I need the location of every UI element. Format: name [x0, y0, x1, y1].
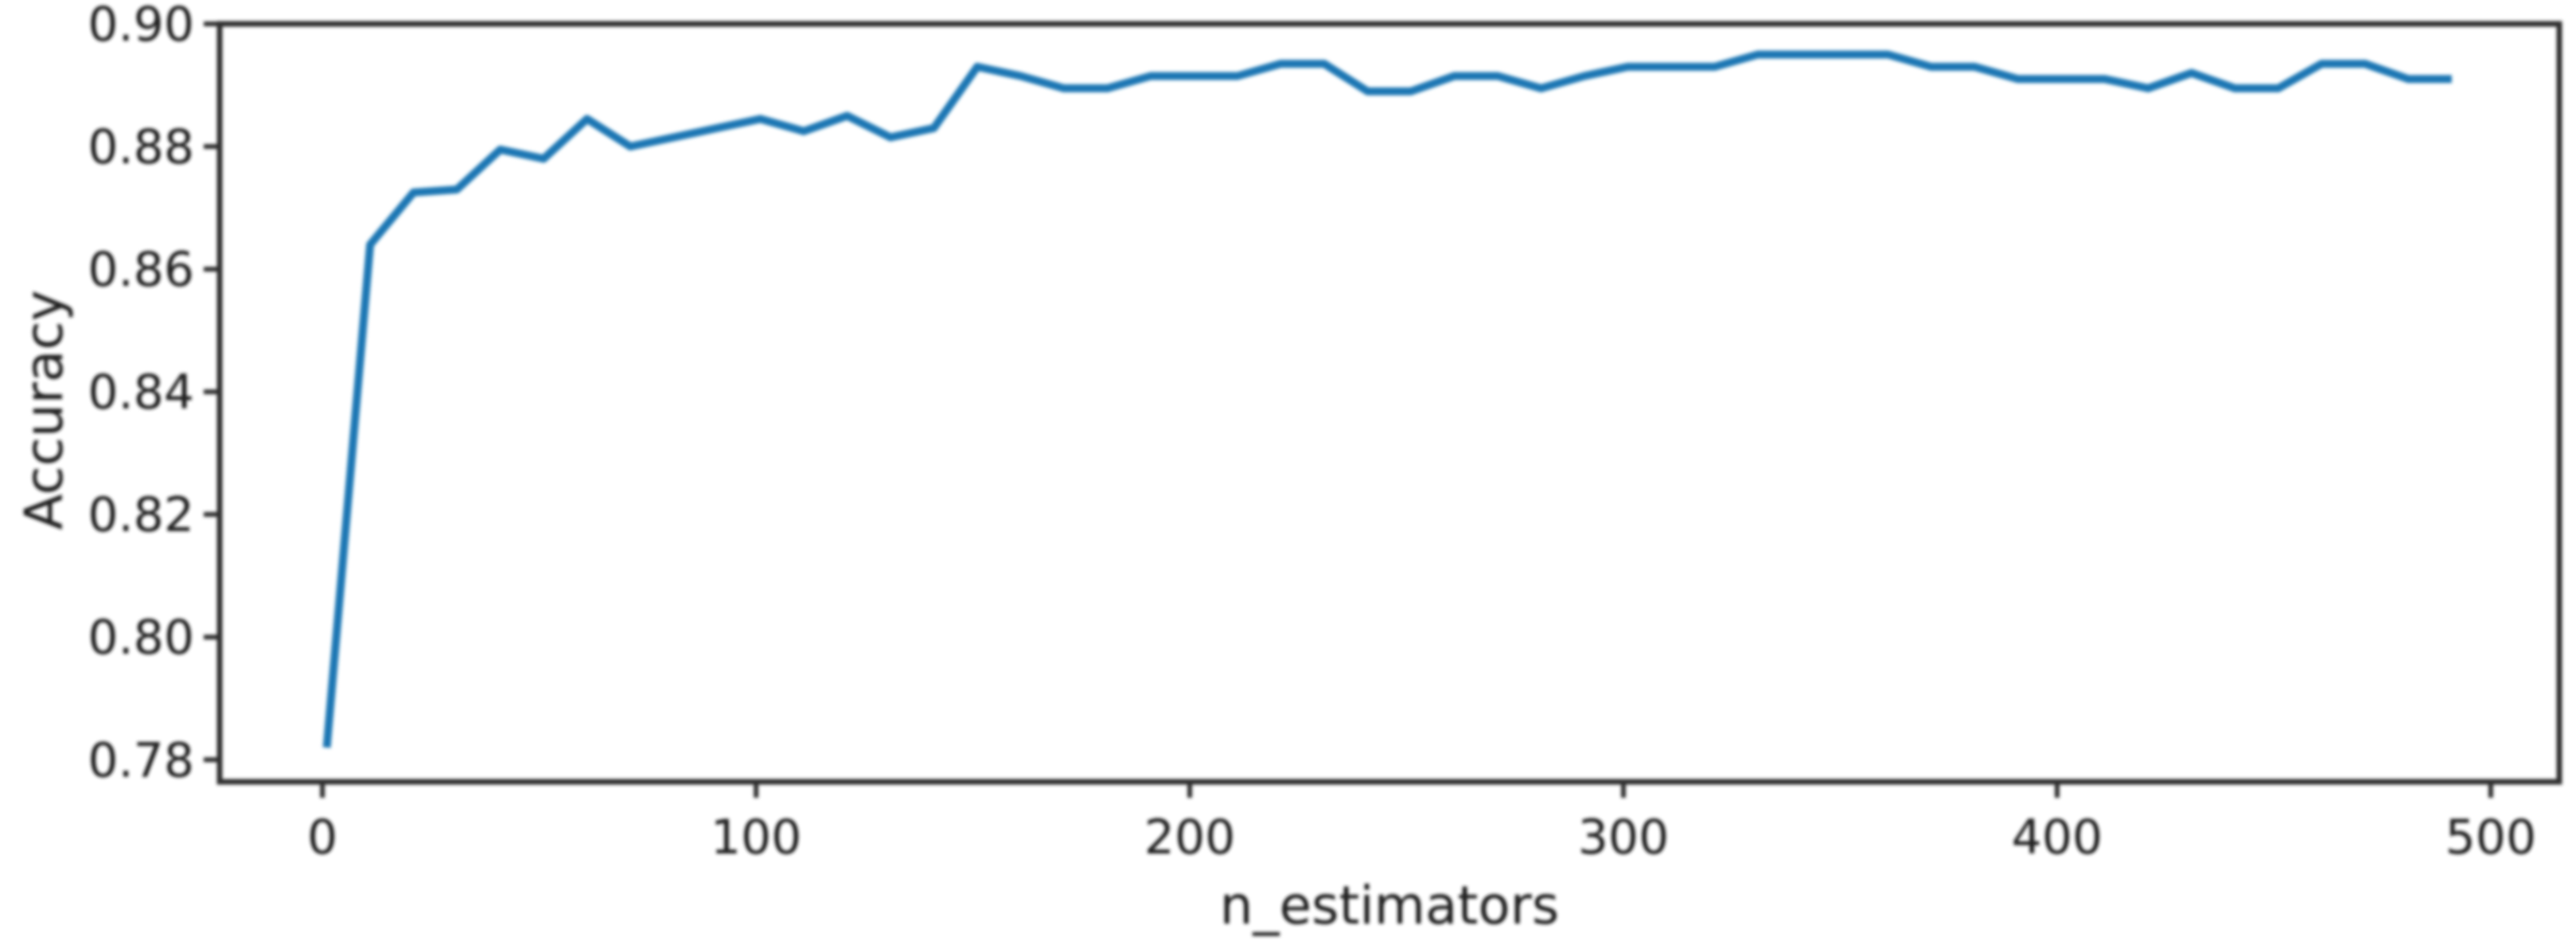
y-tick-label: 0.84	[88, 365, 194, 420]
y-tick-label: 0.82	[88, 487, 194, 543]
y-tick-label: 0.78	[88, 732, 194, 788]
y-tick-label: 0.88	[88, 119, 194, 175]
y-axis-label: Accuracy	[14, 290, 75, 529]
x-tick-label: 200	[1144, 810, 1236, 865]
x-tick-label: 300	[1578, 810, 1670, 865]
x-tick-label: 400	[2012, 810, 2103, 865]
y-tick-label: 0.86	[88, 242, 194, 298]
x-tick-label: 0	[307, 810, 337, 865]
x-axis-label: n_estimators	[1220, 875, 1560, 936]
x-tick-label: 100	[711, 810, 802, 865]
plot-border	[216, 21, 2562, 785]
accuracy-line	[322, 50, 2452, 748]
y-tick-label: 0.90	[88, 0, 194, 53]
y-tick-label: 0.80	[88, 610, 194, 666]
x-tick-label: 500	[2445, 810, 2537, 865]
plot-area: 0 100 200 300 400 500 0.78 0.80 0.82 0.84 0.86 0.88…	[88, 0, 2562, 865]
